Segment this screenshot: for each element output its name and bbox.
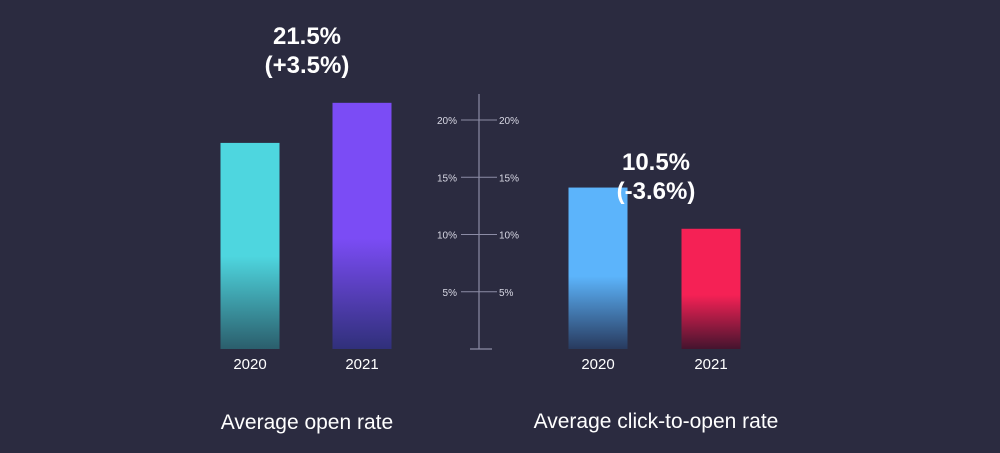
category-label: 2021 [345,356,378,373]
axis-label-right: 10% [499,231,519,242]
axis-label-right: 5% [499,288,514,299]
center-axis: 5% 5% 10% 10% 15% 15% 20% 20% [437,94,519,350]
chart-title: Average open rate [221,411,393,434]
axis-label-left: 10% [437,231,457,242]
category-label: 2021 [694,356,727,373]
chart-group-1: 2020 2021 21.5%(+3.5%) Average open rate [220,23,393,434]
value-annotation: 21.5% [273,23,341,50]
bar-1-2020 [220,142,280,349]
category-label: 2020 [581,356,614,373]
axis-label-right: 20% [499,116,519,127]
chart-group-2: 2020 2021 10.5%(-3.6%) Average click-to-ope… [534,149,779,433]
change-annotation: (-3.6%) [617,178,696,205]
bar-2-2020 [568,187,628,349]
chart-title: Average click-to-open rate [534,410,779,433]
bar-2-2021 [681,228,741,349]
change-annotation: (+3.5%) [265,52,350,79]
bar-1-2021 [332,102,392,349]
axis-label-left: 20% [437,116,457,127]
axis-label-left: 5% [443,288,458,299]
axis-label-right: 15% [499,173,519,184]
category-label: 2020 [233,356,266,373]
axis-label-left: 15% [437,173,457,184]
value-annotation: 10.5% [622,149,690,176]
